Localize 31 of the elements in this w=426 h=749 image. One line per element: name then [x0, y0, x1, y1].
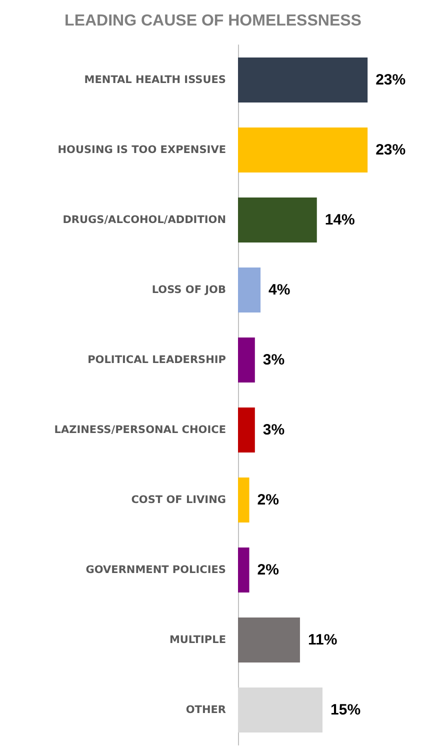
data-label: 23%	[376, 72, 406, 88]
y-tick-label: MULTIPLE	[169, 634, 226, 646]
data-label: 15%	[330, 702, 361, 718]
y-tick-label: COST OF LIVING	[131, 494, 226, 506]
bar	[238, 548, 250, 592]
data-label: 14%	[324, 212, 355, 228]
data-label: 11%	[308, 632, 338, 648]
chart-title: LEADING CAUSE OF HOMELESSNESS	[64, 12, 362, 30]
data-label: 23%	[376, 142, 406, 158]
data-label: 2%	[257, 492, 279, 508]
y-tick-label: POLITICAL LEADERSHIP	[88, 354, 226, 366]
data-label: 4%	[268, 282, 290, 298]
y-tick-label: DRUGS/ALCOHOL/ADDITION	[62, 214, 226, 226]
bar	[238, 268, 261, 312]
bar	[238, 618, 300, 662]
data-label: 3%	[262, 352, 285, 368]
bar	[238, 198, 317, 242]
bar	[238, 478, 250, 522]
data-label: 2%	[257, 562, 279, 578]
y-tick-label: HOUSING IS TOO EXPENSIVE	[58, 144, 226, 156]
y-tick-label: OTHER	[186, 704, 226, 716]
y-tick-label: LOSS OF JOB	[152, 284, 226, 296]
bar	[238, 128, 368, 172]
y-tick-label: LAZINESS/PERSONAL CHOICE	[54, 424, 226, 436]
y-tick-label: MENTAL HEALTH ISSUES	[84, 74, 226, 86]
bar	[238, 338, 255, 382]
bar	[238, 408, 255, 452]
data-label: 3%	[262, 422, 285, 438]
bar	[238, 58, 368, 102]
y-tick-label: GOVERNMENT POLICIES	[86, 564, 226, 576]
bar	[238, 688, 323, 732]
